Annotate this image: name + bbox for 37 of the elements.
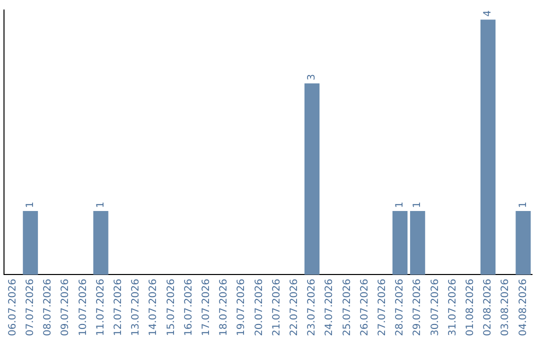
x-tick-label: 24.07.2026 (324, 278, 336, 336)
x-tick-label: 10.07.2026 (78, 278, 89, 336)
x-tick-label: 15.07.2026 (166, 278, 177, 336)
x-tick-label: 21.07.2026 (271, 278, 282, 336)
x-tick-label: 12.07.2026 (112, 278, 124, 336)
data-label: 1 (394, 202, 406, 208)
x-tick-label: 28.07.2026 (394, 278, 406, 336)
x-tick-label: 04.08.2026 (518, 278, 529, 336)
data-label: 4 (482, 10, 494, 17)
x-tick-label: 19.07.2026 (236, 278, 248, 336)
data-label: 3 (306, 74, 318, 80)
x-tick-label: 23.07.2026 (306, 278, 318, 336)
x-tick-label: 13.07.2026 (130, 278, 142, 336)
data-label: 1 (518, 202, 529, 208)
data-label: 1 (412, 202, 424, 208)
data-label: 1 (24, 202, 36, 208)
x-tick-label: 22.07.2026 (288, 278, 300, 336)
x-tick-label: 18.07.2026 (218, 278, 230, 336)
x-tick-label: 29.07.2026 (412, 278, 424, 336)
x-tick-label: 03.08.2026 (500, 278, 512, 336)
x-tick-label: 02.08.2026 (482, 278, 494, 336)
x-tick-label: 31.07.2026 (447, 278, 458, 336)
x-tick-label: 06.07.2026 (7, 278, 18, 336)
data-label: 1 (95, 202, 106, 208)
x-tick-label: 26.07.2026 (359, 278, 370, 336)
x-tick-label: 25.07.2026 (342, 278, 353, 336)
x-tick-label: 07.07.2026 (24, 278, 36, 336)
x-tick-label: 30.07.2026 (430, 278, 441, 336)
x-tick-label: 14.07.2026 (148, 278, 160, 336)
x-tick-label: 17.07.2026 (200, 278, 212, 336)
x-tick-label: 01.08.2026 (464, 278, 476, 336)
x-tick-label: 09.07.2026 (60, 278, 72, 336)
x-tick-label: 11.07.2026 (95, 278, 106, 336)
x-tick-label: 20.07.2026 (254, 278, 265, 336)
x-tick-label: 16.07.2026 (183, 278, 194, 336)
x-tick-label: 27.07.2026 (376, 278, 388, 336)
x-tick-label: 08.07.2026 (42, 278, 54, 336)
